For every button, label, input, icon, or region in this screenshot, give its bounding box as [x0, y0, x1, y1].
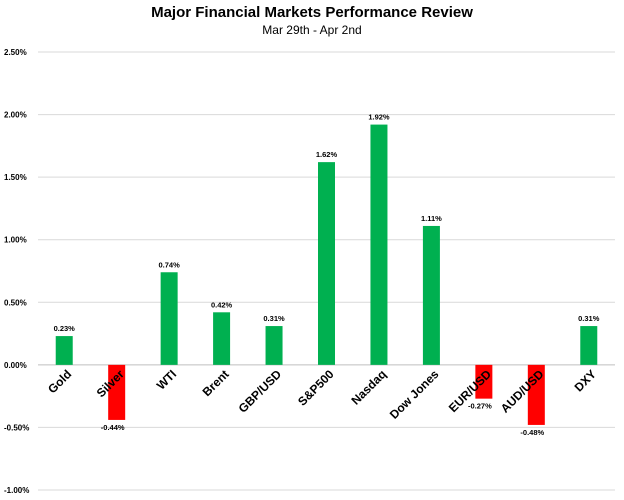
data-label: 1.62% [316, 150, 338, 159]
data-label: 0.31% [578, 314, 600, 323]
x-tick-label: S&P500 [295, 367, 337, 409]
y-tick-label: 1.50% [4, 173, 27, 182]
bar [527, 364, 545, 425]
x-tick-label: Dow Jones [387, 367, 442, 422]
bar [265, 326, 283, 365]
y-tick-label: -0.50% [4, 423, 29, 432]
y-tick-label: 0.50% [4, 298, 27, 307]
bar [318, 162, 335, 365]
bar [160, 272, 178, 365]
chart-title: Major Financial Markets Performance Revi… [151, 4, 473, 21]
y-tick-label: -1.00% [4, 486, 29, 495]
data-label: 0.42% [211, 300, 233, 309]
x-tick-label: Gold [45, 367, 74, 396]
data-label: 0.23% [54, 324, 76, 333]
bar [580, 326, 598, 365]
data-label: -0.48% [520, 428, 544, 437]
data-label: 0.74% [158, 260, 180, 269]
x-tick-label: GBP/USD [236, 367, 285, 416]
x-tick-label: DXY [572, 367, 599, 394]
bar [213, 312, 231, 365]
data-label: 1.92% [368, 113, 390, 122]
bar [370, 124, 388, 365]
x-tick-label: Brent [200, 367, 232, 399]
y-tick-label: 2.50% [4, 48, 27, 57]
bar [108, 364, 126, 420]
data-label: -0.44% [101, 423, 125, 432]
x-tick-label: WTI [154, 367, 179, 392]
y-tick-label: 0.00% [4, 361, 27, 370]
data-label: 0.31% [263, 314, 285, 323]
bar [55, 336, 73, 365]
bar [475, 364, 493, 399]
data-label: 1.11% [421, 214, 442, 223]
chart-subtitle: Mar 29th - Apr 2nd [262, 23, 362, 37]
y-tick-label: 1.00% [4, 236, 27, 245]
data-label: -0.27% [468, 402, 492, 411]
bar [422, 225, 440, 365]
y-tick-label: 2.00% [4, 111, 27, 120]
x-tick-label: Nasdaq [349, 367, 390, 408]
